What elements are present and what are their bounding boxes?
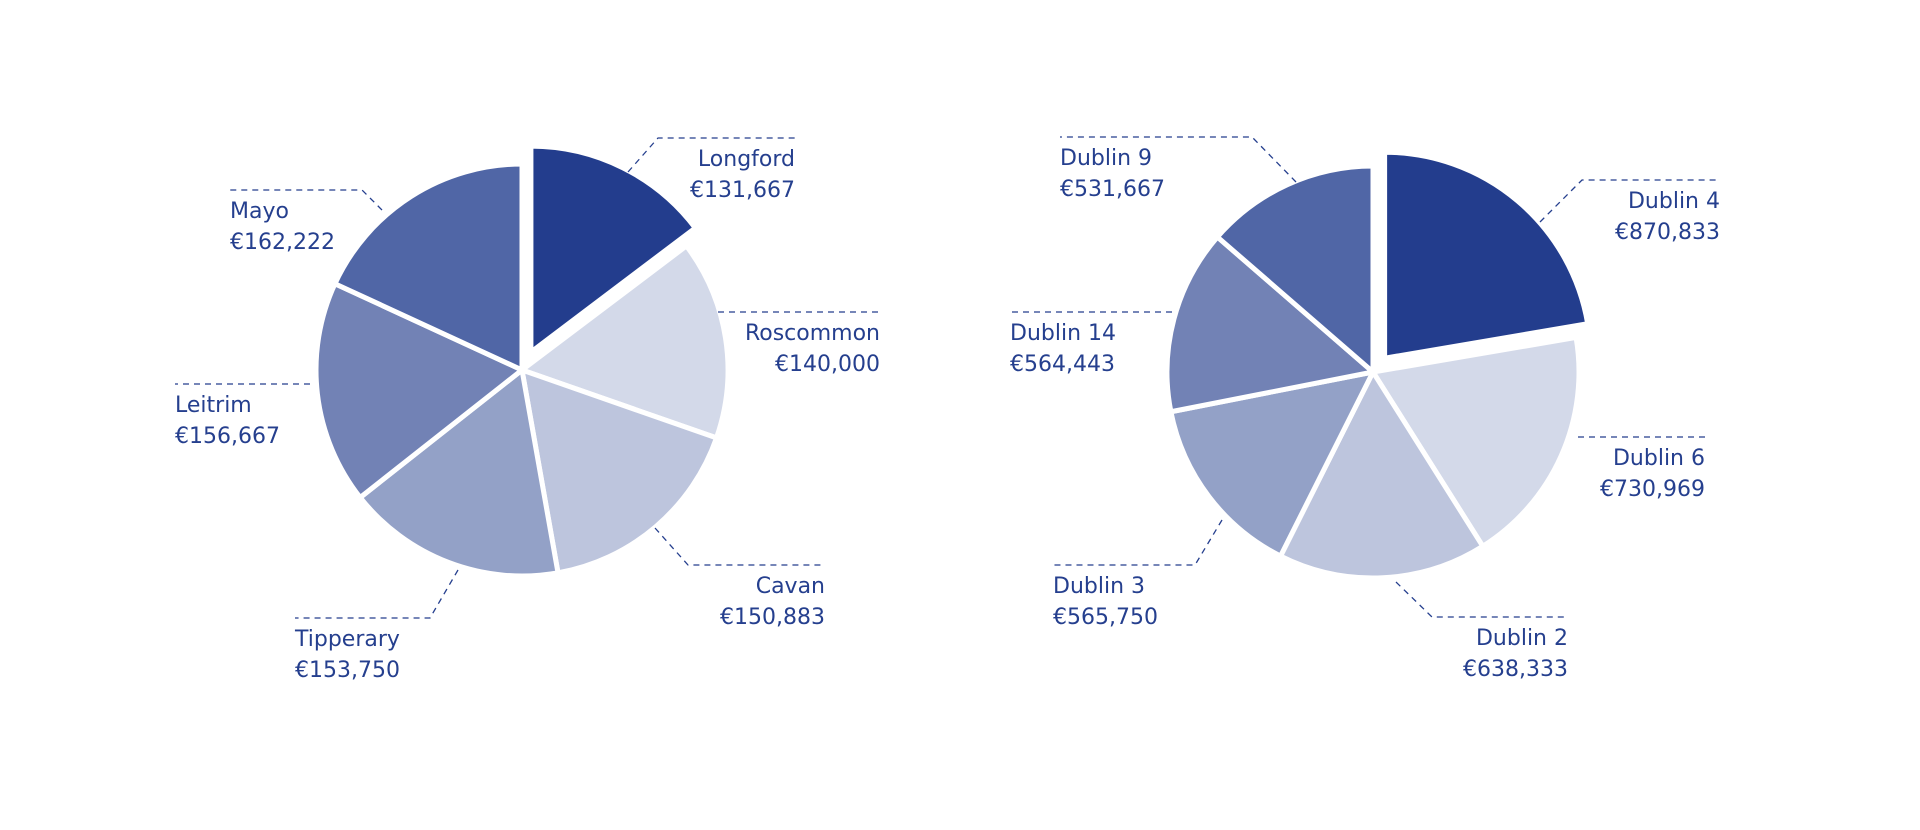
pie-slice-dublin-4 (1382, 149, 1591, 361)
slice-value-dublin-9: €531,667 (1060, 177, 1165, 202)
pie-slice-tipperary (357, 367, 561, 579)
pie-chart-counties: Longford €131,667 Roscommon €140,000 Cavan €1… (175, 137, 880, 683)
pie-slice-longford (528, 143, 698, 355)
slice-label-dublin-9: Dublin 9 (1060, 146, 1152, 171)
slice-value-dublin-6: €730,969 (1600, 477, 1705, 502)
pie-slice-dublin-2 (1278, 369, 1486, 581)
leader-line-dublin-9 (1060, 136, 1297, 183)
slice-label-longford: Longford (698, 147, 795, 172)
slice-value-dublin-3: €565,750 (1053, 605, 1158, 630)
slice-label-leitrim: Leitrim (175, 393, 252, 418)
slice-value-longford: €131,667 (690, 178, 795, 203)
pie-slice-roscommon (519, 243, 731, 441)
leader-line-longford (627, 137, 795, 173)
slice-value-tipperary: €153,750 (295, 658, 400, 683)
slice-label-dublin-2: Dublin 2 (1476, 626, 1568, 651)
slice-value-dublin-2: €638,333 (1463, 657, 1568, 682)
slice-label-dublin-14: Dublin 14 (1010, 321, 1116, 346)
leader-line-tipperary (295, 569, 459, 619)
slice-label-dublin-3: Dublin 3 (1053, 574, 1145, 599)
pie-slice-dublin-9 (1214, 163, 1376, 375)
slice-label-dublin-4: Dublin 4 (1628, 189, 1720, 214)
slice-value-mayo: €162,222 (230, 230, 335, 255)
slice-value-cavan: €150,883 (720, 605, 825, 630)
pie-slice-leitrim (313, 281, 525, 501)
slice-label-roscommon: Roscommon (745, 321, 880, 346)
slice-value-dublin-4: €870,833 (1615, 220, 1720, 245)
pie-chart-dublin: Dublin 4 €870,833 Dublin 6 €730,969 Dublin 2… (1010, 136, 1720, 682)
slice-value-roscommon: €140,000 (775, 352, 880, 377)
pie-slice-mayo (332, 161, 525, 373)
leader-line-dublin-2 (1395, 581, 1568, 618)
slice-label-cavan: Cavan (756, 574, 825, 599)
slice-value-leitrim: €156,667 (175, 424, 280, 449)
leader-line-dublin-3 (1053, 519, 1223, 566)
slice-value-dublin-14: €564,443 (1010, 352, 1115, 377)
pie-slice-cavan (519, 367, 719, 576)
pie-slice-dublin-3 (1168, 369, 1376, 559)
pie-slice-dublin-14 (1164, 234, 1376, 415)
leader-line-cavan (654, 527, 825, 566)
slice-label-tipperary: Tipperary (294, 627, 400, 652)
slice-label-dublin-6: Dublin 6 (1613, 446, 1705, 471)
pie-slice-dublin-6 (1370, 334, 1582, 549)
slice-label-mayo: Mayo (230, 199, 289, 224)
leader-line-dublin-4 (1539, 179, 1720, 223)
